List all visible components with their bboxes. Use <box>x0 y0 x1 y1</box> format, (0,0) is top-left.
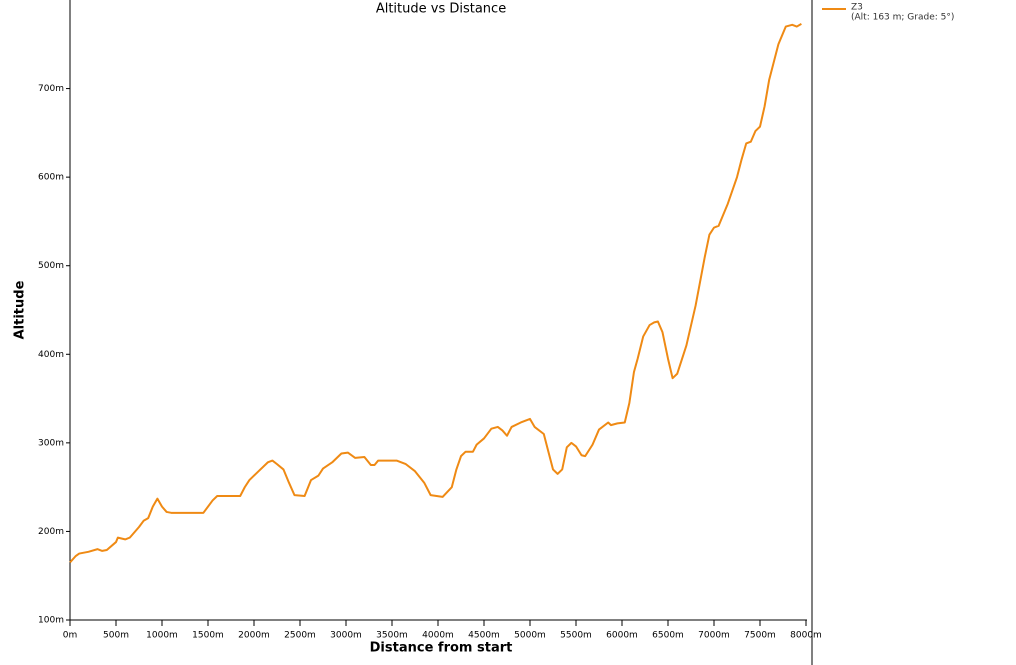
x-tick-label: 6500m <box>652 631 684 641</box>
y-tick-label: 200m <box>38 527 64 537</box>
y-tick-label: 700m <box>38 84 64 94</box>
legend-label: Z3 <box>851 3 863 13</box>
x-tick-label: 3500m <box>376 631 408 641</box>
x-tick-label: 3000m <box>330 631 362 641</box>
x-tick-label: 500m <box>103 631 129 641</box>
x-tick-label: 1500m <box>192 631 224 641</box>
x-tick-label: 0m <box>63 631 78 641</box>
x-axis-title: Distance from start <box>370 641 513 656</box>
x-tick-label: 1000m <box>146 631 178 641</box>
y-tick-label: 300m <box>38 438 64 448</box>
y-tick-label: 400m <box>38 350 64 360</box>
x-tick-label: 7000m <box>698 631 730 641</box>
x-tick-label: 4500m <box>468 631 500 641</box>
y-axis-title: Altitude <box>13 280 28 339</box>
x-tick-label: 6000m <box>606 631 638 641</box>
chart-title: Altitude vs Distance <box>376 2 506 17</box>
x-tick-label: 4000m <box>422 631 454 641</box>
series-line <box>69 23 802 564</box>
x-tick-label: 2000m <box>238 631 270 641</box>
x-tick-label: 8000m <box>790 631 822 641</box>
x-tick-label: 2500m <box>284 631 316 641</box>
y-tick-label: 500m <box>38 261 64 271</box>
x-tick-label: 7500m <box>744 631 776 641</box>
x-tick-label: 5000m <box>514 631 546 641</box>
y-tick-label: 100m <box>38 616 64 626</box>
legend-detail: (Alt: 163 m; Grade: 5°) <box>851 13 954 23</box>
x-tick-label: 5500m <box>560 631 592 641</box>
y-tick-label: 600m <box>38 173 64 183</box>
